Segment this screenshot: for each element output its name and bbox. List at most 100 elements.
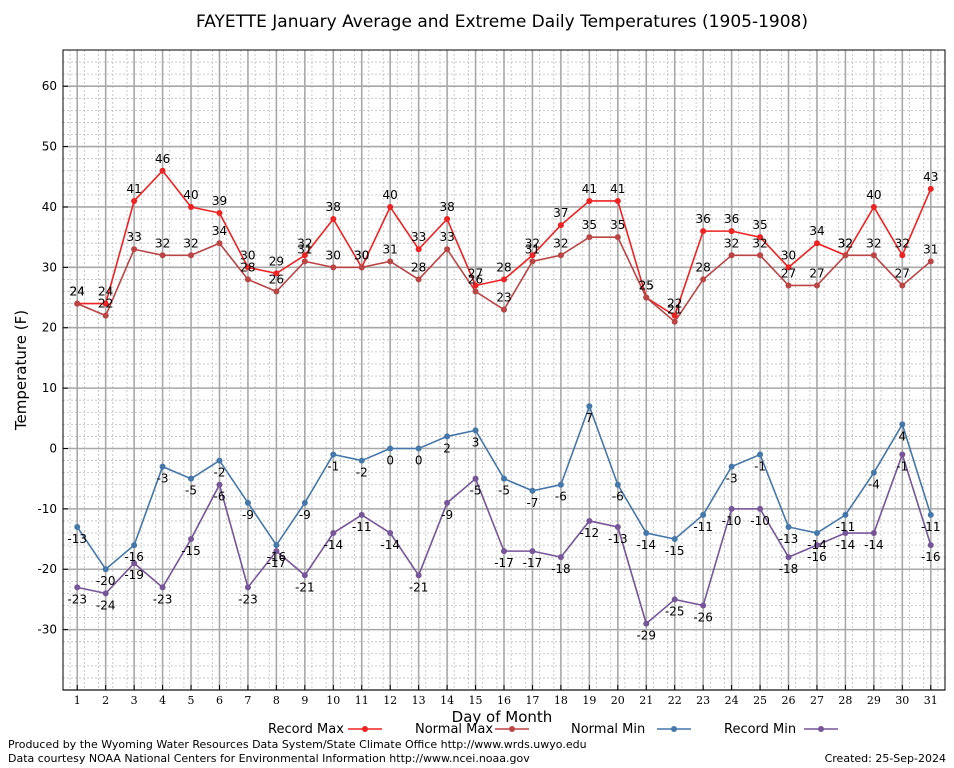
record-min-point [216,481,223,488]
normal-min-point [557,481,564,488]
normal-max-point [387,258,394,265]
record-min-data-label: -12 [580,526,600,540]
record-min-data-label: -23 [238,592,258,606]
record-min-point [444,499,451,506]
y-tick-label: -20 [37,562,57,576]
normal-min-point [188,475,195,482]
record-max-point [188,203,195,210]
x-tick-label: 10 [326,694,340,707]
legend-label-normal-min: Normal Min [571,722,645,737]
y-axis-label: Temperature (F) [12,310,30,431]
normal-min-point [700,511,707,518]
record-min-data-label: -14 [380,538,400,552]
normal-max-data-label: 27 [809,266,824,280]
x-tick-label: 22 [668,694,682,707]
x-tick-label: 9 [301,694,308,707]
normal-max-data-label: 32 [752,236,767,250]
normal-min-point [387,445,394,452]
normal-max-point [301,258,308,265]
normal-max-data-label: 22 [98,297,113,311]
x-tick-label: 13 [412,694,426,707]
record-min-point [501,548,507,555]
record-max-data-label: 30 [781,248,796,262]
x-tick-label: 3 [131,694,138,707]
record-max-data-label: 29 [269,254,284,268]
record-max-data-label: 30 [354,248,369,262]
record-min-data-label: -18 [779,562,799,576]
normal-max-point [728,252,735,259]
normal-min-data-label: -1 [754,460,766,474]
record-max-point [557,222,564,229]
normal-max-data-label: 28 [696,260,711,274]
record-min-data-label: -23 [67,592,87,606]
record-max-data-label: 22 [667,297,682,311]
x-tick-label: 18 [554,694,568,707]
record-max-data-label: 41 [126,182,141,196]
legend: Record Max Normal Max Normal Min Record Min [268,722,838,737]
x-tick-label: 2 [102,694,109,707]
record-max-data-label: 46 [155,152,170,166]
normal-max-point [927,258,934,265]
record-max-data-label: 25 [639,279,654,293]
record-max-point [216,210,223,217]
record-max-point [131,197,138,204]
normal-max-data-label: 27 [895,266,910,280]
normal-max-data-label: 32 [155,236,170,250]
record-min-point [586,517,593,524]
record-min-data-label: -17 [523,556,543,570]
normal-max-data-label: 31 [383,242,398,256]
record-min-point [643,620,650,627]
record-max-data-label: 38 [439,200,454,214]
x-tick-label: 17 [525,694,539,707]
normal-min-point [131,542,138,549]
record-min-data-label: -25 [665,604,685,618]
record-max-data-label: 39 [212,194,227,208]
y-tick-label: 0 [49,441,57,455]
normal-min-point [671,536,678,543]
normal-max-data-label: 21 [667,303,682,317]
record-min-point [529,548,536,555]
normal-max-data-label: 32 [838,236,853,250]
grid [63,49,945,691]
normal-max-point [358,264,365,271]
record-max-data-label: 28 [496,260,511,274]
normal-min-point [842,511,849,518]
record-max-data-label: 38 [326,200,341,214]
normal-min-data-label: -11 [693,520,713,534]
normal-min-point [74,523,81,530]
x-tick-label: 25 [753,694,767,707]
record-max-point [785,264,792,271]
record-min-point [358,511,365,518]
normal-min-data-label: -2 [213,466,225,480]
record-min-point [700,602,707,609]
normal-max-data-label: 35 [610,218,625,232]
record-max-point [387,203,394,210]
record-max-data-label: 24 [98,285,113,299]
record-min-data-label: -10 [750,514,770,528]
normal-min-data-label: -14 [636,538,656,552]
normal-max-point [415,276,422,283]
record-max-data-label: 35 [752,218,767,232]
x-tick-label: 31 [924,694,938,707]
normal-min-point [330,451,337,458]
normal-min-point [870,469,877,476]
normal-min-data-label: 4 [899,429,907,443]
record-max-data-label: 24 [70,285,85,299]
record-max-data-label: 32 [297,236,312,250]
record-max-point [415,246,422,253]
normal-max-data-label: 32 [724,236,739,250]
record-max-data-label: 33 [411,230,426,244]
normal-min-data-label: -6 [612,490,624,504]
normal-max-point [444,246,451,253]
record-min-data-label: -17 [267,556,287,570]
normal-min-data-label: -11 [921,520,941,534]
normal-max-point [842,252,849,259]
normal-min-data-label: 3 [472,435,480,449]
legend-marker-record-min [818,726,824,732]
normal-max-point [330,264,337,271]
legend-marker-normal-min [671,726,677,732]
y-tick-label: 10 [42,381,57,395]
normal-max-data-label: 34 [212,224,227,238]
